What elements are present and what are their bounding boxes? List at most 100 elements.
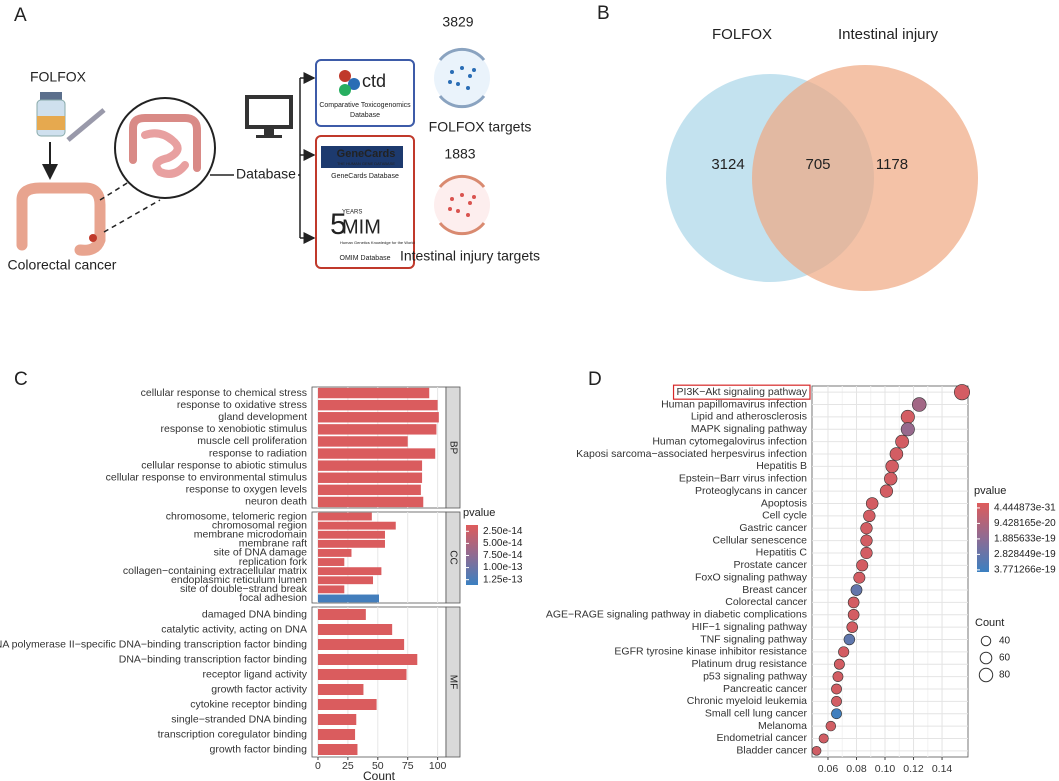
category-label: p53 signaling pathway xyxy=(703,670,808,682)
category-label: Endometrial cancer xyxy=(717,732,808,744)
disease-label: Colorectal cancer xyxy=(8,257,117,273)
legend-tick-label: 7.50e-14 xyxy=(483,550,523,561)
x-tick-label: 100 xyxy=(429,760,447,772)
bar xyxy=(317,460,423,471)
colon-icon xyxy=(16,182,106,256)
dot xyxy=(853,571,866,584)
legend-title: pvalue xyxy=(974,485,1006,497)
set-circle xyxy=(752,65,978,291)
category-label: Pancreatic cancer xyxy=(723,683,808,695)
target-count: 3829 xyxy=(442,14,473,30)
intestine-icon xyxy=(129,114,201,178)
bar xyxy=(317,585,345,594)
category-label: growth factor activity xyxy=(211,683,307,695)
dot xyxy=(843,633,856,646)
dot xyxy=(831,683,842,695)
bar xyxy=(317,684,364,695)
panel-letter: D xyxy=(588,369,602,390)
category-label: Gastric cancer xyxy=(739,522,807,534)
bar xyxy=(317,436,408,447)
size-key-label: 40 xyxy=(999,636,1011,647)
legend-tick-label: 1.00e-13 xyxy=(483,562,523,573)
bar xyxy=(317,472,423,483)
dot xyxy=(832,671,844,683)
category-label: growth factor binding xyxy=(210,743,308,755)
facet-strip xyxy=(445,386,461,509)
category-label: Lipid and atherosclerosis xyxy=(691,411,807,423)
category-label: Kaposi sarcoma−associated herpesvirus in… xyxy=(576,448,807,460)
category-label: Hepatitis C xyxy=(756,547,808,559)
dot xyxy=(850,584,863,596)
legend-title: pvalue xyxy=(463,507,495,519)
x-tick-label: 25 xyxy=(342,760,354,772)
dot xyxy=(895,434,910,449)
x-tick-label: 0.08 xyxy=(846,763,867,775)
category-label: response to oxidative stress xyxy=(177,399,307,411)
dot xyxy=(847,608,860,621)
ctd-logo xyxy=(339,70,360,96)
category-label: Small cell lung cancer xyxy=(705,707,808,719)
dot xyxy=(889,447,904,461)
region-count: 1178 xyxy=(876,156,908,173)
category-label: Chronic myeloid leukemia xyxy=(687,695,807,707)
category-label: Cell cycle xyxy=(762,510,807,522)
bar xyxy=(317,744,358,755)
x-tick-label: 75 xyxy=(402,760,414,772)
x-tick-label: 0.12 xyxy=(903,763,924,775)
facet-strip xyxy=(445,606,461,758)
bar xyxy=(317,496,424,508)
zoom-line xyxy=(99,179,133,201)
x-tick-label: 0 xyxy=(315,760,321,772)
category-label: chromosome, telomeric region xyxy=(166,510,307,522)
category-label: replication fork xyxy=(239,556,308,568)
set-label: Intestinal injury xyxy=(838,26,939,43)
monitor-icon xyxy=(245,95,293,138)
category-label: RNA polymerase II−specific DNA−binding t… xyxy=(0,638,307,650)
category-label: Bladder cancer xyxy=(736,745,807,757)
omim-logo: MIM xyxy=(342,216,381,238)
legend-title: Count xyxy=(975,617,1004,629)
category-label: FoxO signaling pathway xyxy=(695,571,808,583)
category-label: response to oxygen levels xyxy=(186,484,307,496)
category-label: Colorectal cancer xyxy=(725,596,807,608)
bar xyxy=(317,729,356,740)
category-label: Proteoglycans in cancer xyxy=(695,485,808,497)
category-label: receptor ligand activity xyxy=(203,668,308,680)
bar xyxy=(317,699,377,710)
legend-tick-label: 2.50e-14 xyxy=(483,526,523,537)
database-name: GeneCards Database xyxy=(331,173,399,180)
dot xyxy=(884,472,898,486)
omim-badge: 5 xyxy=(330,208,347,241)
facet-strip xyxy=(445,511,461,604)
bar xyxy=(317,484,421,496)
bar xyxy=(317,654,418,665)
x-tick-label: 50 xyxy=(372,760,384,772)
category-label: cellular response to abiotic stimulus xyxy=(141,459,307,471)
category-label: Melanoma xyxy=(758,720,807,732)
target-label: FOLFOX targets xyxy=(429,119,532,135)
panel-letter: C xyxy=(14,369,28,390)
bar xyxy=(317,521,396,530)
x-axis-label: Count xyxy=(363,769,396,781)
bar xyxy=(317,558,345,566)
dot xyxy=(863,509,876,523)
dot xyxy=(860,546,873,560)
dot xyxy=(856,559,869,572)
bar xyxy=(317,530,385,539)
category-label: response to xenobiotic stimulus xyxy=(161,423,308,435)
legend-tick-label: 1.25e-13 xyxy=(483,574,523,585)
genecards-logo-text: GeneCards xyxy=(337,148,396,160)
bar xyxy=(317,512,372,521)
size-key-label: 80 xyxy=(999,670,1011,681)
zoom-line xyxy=(103,199,161,233)
facet-label: MF xyxy=(447,675,458,689)
category-label: cytokine receptor binding xyxy=(190,698,307,710)
category-label: Breast cancer xyxy=(742,584,807,596)
dot xyxy=(831,695,842,707)
category-label: Human papillomavirus infection xyxy=(661,398,807,410)
category-label: transcription coregulator binding xyxy=(158,728,308,740)
x-tick-label: 0.10 xyxy=(875,763,896,775)
category-label: Platinum drug resistance xyxy=(691,658,807,670)
bar xyxy=(317,714,357,725)
